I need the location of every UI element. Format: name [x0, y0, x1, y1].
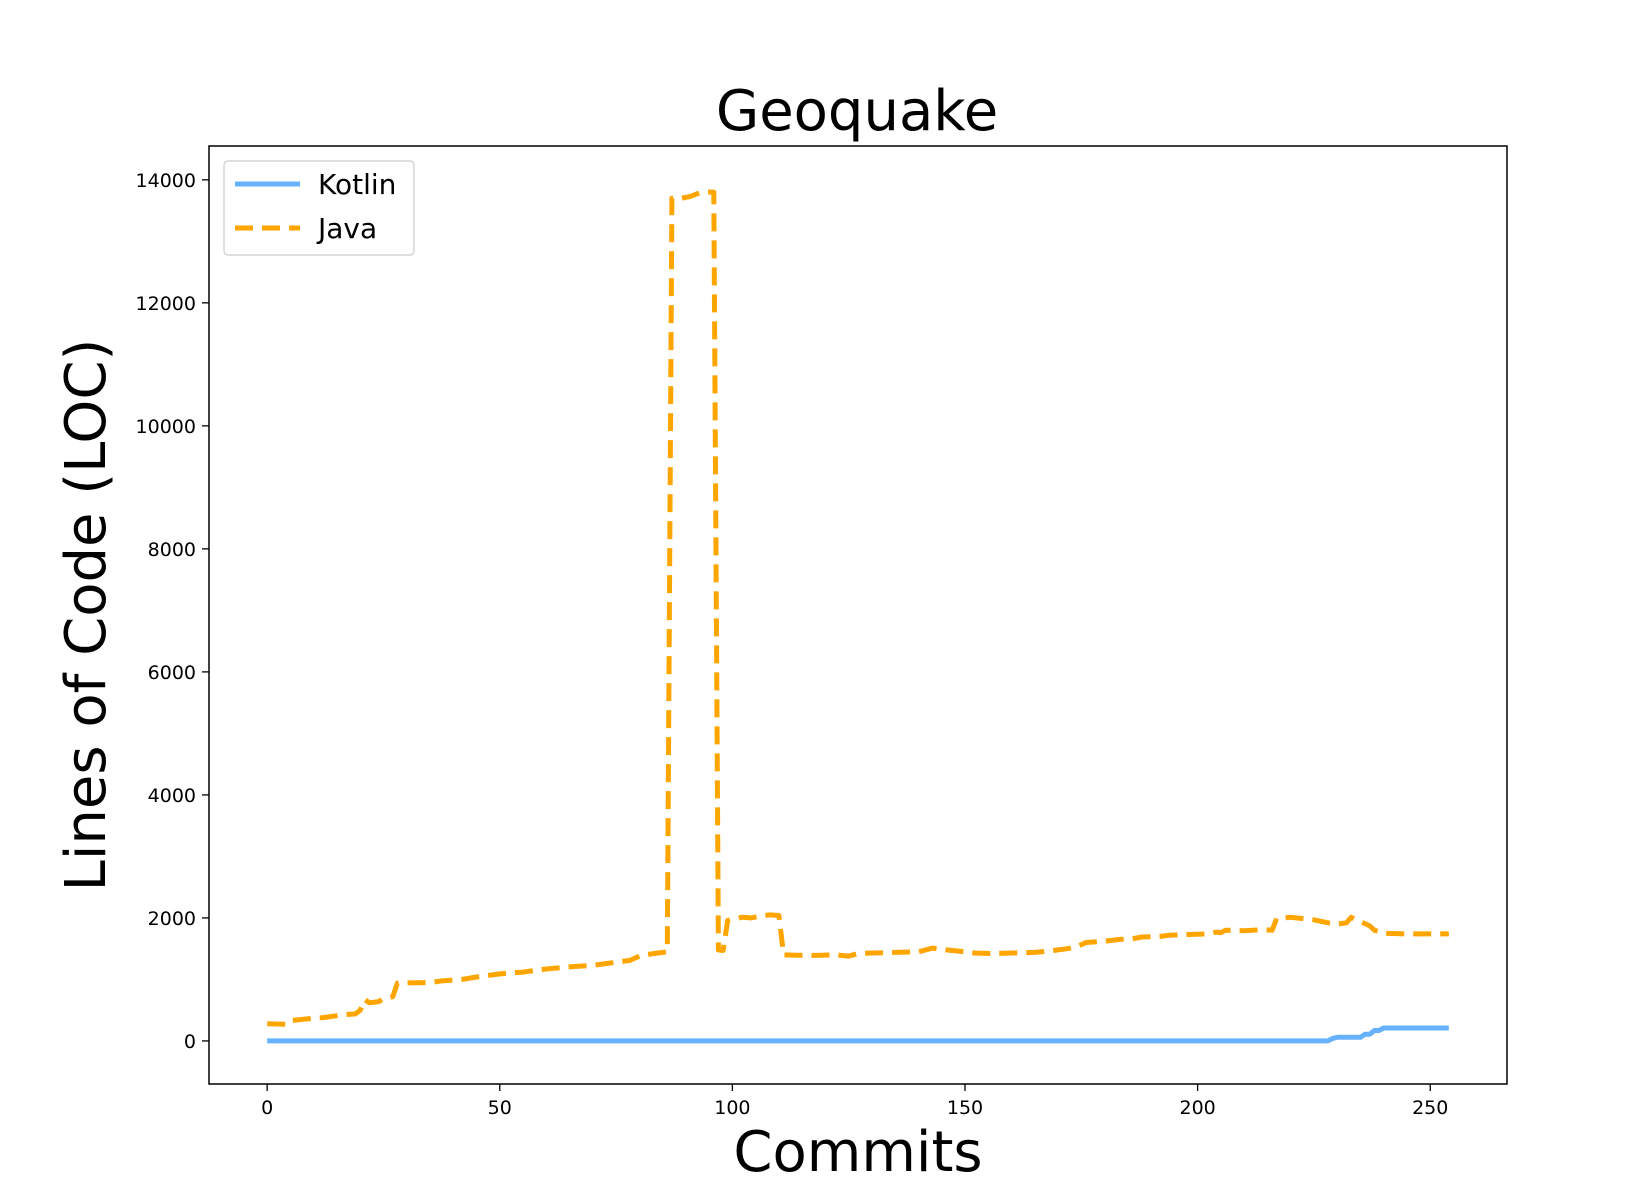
y-axis: 0 2000 4000 6000 8000 10000 12000 14000: [136, 170, 209, 1053]
y-tick-label: 12000: [136, 293, 196, 315]
series-line-kotlin: [267, 1025, 1449, 1044]
chart-title: Geoquake: [716, 79, 998, 144]
plot-area-frame: [208, 145, 1508, 1085]
legend-label-java: Java: [316, 212, 377, 245]
y-axis-label: Lines of Code (LOC): [54, 339, 119, 892]
series-layer: [267, 189, 1449, 1044]
x-tick-label: 200: [1179, 1097, 1215, 1119]
x-tick-label: 100: [714, 1097, 750, 1119]
y-tick-label: 0: [184, 1031, 196, 1053]
x-axis-label: Commits: [733, 1120, 982, 1185]
y-tick-label: 2000: [148, 908, 196, 930]
legend-label-kotlin: Kotlin: [318, 168, 396, 201]
y-tick-label: 8000: [148, 539, 196, 561]
x-tick-label: 150: [947, 1097, 983, 1119]
x-tick-label: 0: [261, 1097, 273, 1119]
y-tick-label: 6000: [148, 662, 196, 684]
x-tick-label: 250: [1412, 1097, 1448, 1119]
y-tick-label: 14000: [136, 170, 196, 192]
legend: Kotlin Java: [223, 160, 415, 256]
x-tick-label: 50: [488, 1097, 512, 1119]
x-axis: 0 50 100 150 200 250: [261, 1084, 1448, 1119]
y-tick-label: 10000: [136, 416, 196, 438]
series-line-java: [267, 189, 1449, 1027]
y-tick-label: 4000: [148, 785, 196, 807]
